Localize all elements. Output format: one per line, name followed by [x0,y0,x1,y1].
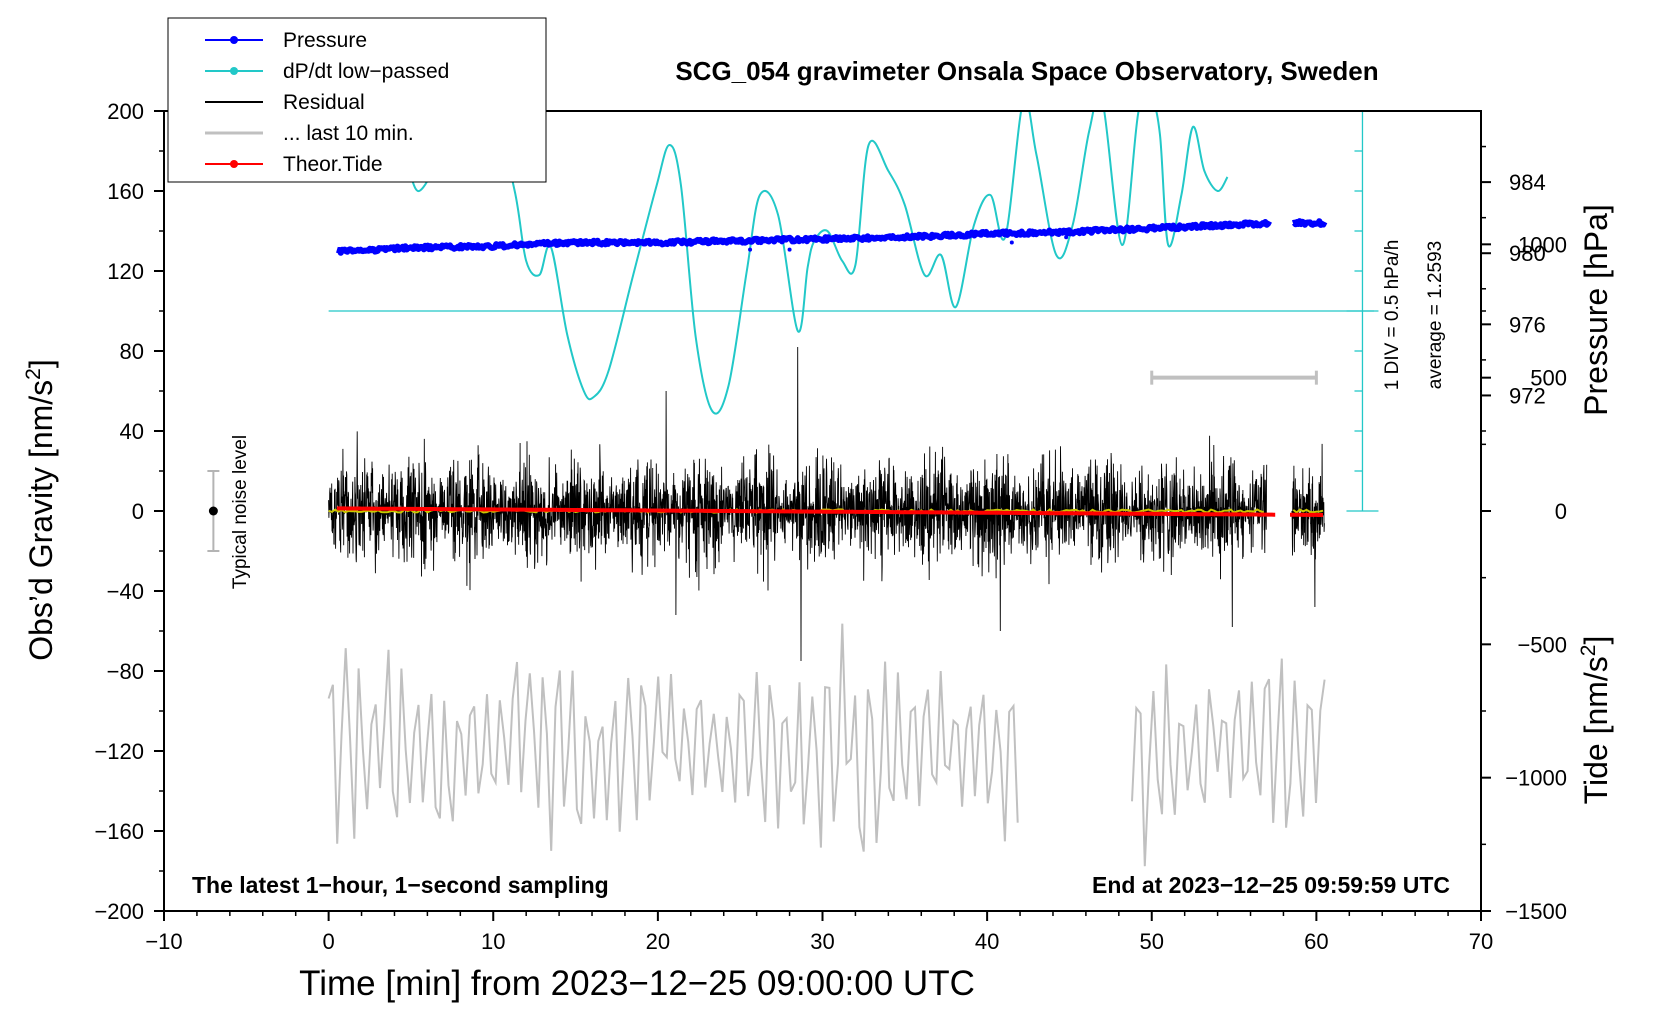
legend-entries: Pressure dP/dt low−passed Residual ... last… [205,29,449,176]
x-tick-label: 50 [1140,929,1164,954]
y-tide-tick-label: −1500 [1505,899,1567,924]
y-gravity-tick-label: 200 [107,99,144,124]
y-pressure-tick-label: 984 [1509,170,1546,195]
x-tick-label: 70 [1469,929,1493,954]
footer-sampling-note: The latest 1−hour, 1−second sampling [192,872,609,898]
legend-label: Residual [283,91,365,114]
y-pressure-tick-label: 976 [1509,312,1546,337]
y-gravity-tick-label: 40 [120,419,144,444]
y-gravity-tick-label: −80 [107,659,144,684]
dpdt-trace [409,111,1229,415]
pressure-outlier-point [787,247,792,252]
x-tick-label: 0 [323,929,335,954]
x-tick-label: 40 [975,929,999,954]
y-tide-tick-label: 1000 [1518,232,1567,257]
residual-trace [328,346,1325,662]
pressure-outlier-point [1009,240,1014,245]
axes-layer: −10 0 10 20 30 40 50 60 70 200 160 120 80 40 0 −40 −80 −1… [94,99,1567,954]
legend-label: Pressure [283,29,367,52]
pressure-outlier-point [748,247,753,252]
dpdt-average-label: average = 1.2593 [1425,241,1446,389]
legend-swatch-marker [230,160,238,168]
x-tick-label: −10 [145,929,182,954]
dpdt-scale-label: 1 DIV = 0.5 hPa/h [1382,240,1403,391]
y-tide-tick-label: −1000 [1505,766,1567,791]
y-gravity-tick-label: −120 [94,739,144,764]
pressure-trace [335,218,1328,256]
y-axis-title-gravity-close: ] [23,359,59,368]
noise-level-label: Typical noise level [230,435,251,589]
x-tick-label: 10 [481,929,505,954]
y-axis-title-tide-close: ] [1578,636,1614,645]
footer-end-time: End at 2023−12−25 09:59:59 UTC [1092,872,1450,898]
x-tick-label: 60 [1304,929,1328,954]
y-pressure-tick-label: 972 [1509,383,1546,408]
y-gravity-tick-label: 80 [120,339,144,364]
legend-box [167,17,547,183]
y-pressure-tick-label: 980 [1509,241,1546,266]
legend-swatch-marker [230,67,238,75]
y-axis-title-gravity: Obs’d Gravity [nm/s2] [22,359,59,661]
legend-swatch-marker [230,36,238,44]
legend-label: ... last 10 min. [283,122,414,145]
legend-label: Theor.Tide [283,153,383,176]
y-gravity-tick-label: 160 [107,179,144,204]
y-axis-title-tide-sup: 2 [1577,645,1600,657]
y-axis-title-gravity-main: Obs’d Gravity [nm/s [23,380,59,661]
y-tide-tick-label: 500 [1530,366,1567,391]
last-10min-trace-segment-0 [327,623,1019,852]
series-layer [207,110,1379,867]
y-axis-title-tide-main: Tide [nm/s [1578,656,1614,804]
y-tide-tick-label: 0 [1555,499,1567,524]
y-axis-title-tide: Tide [nm/s2] [1577,636,1614,805]
y-gravity-tick-label: −200 [94,899,144,924]
legend: Pressure dP/dt low−passed Residual ... last… [167,17,547,183]
theoretical-tide-trace [336,506,1323,517]
y-gravity-tick-label: 120 [107,259,144,284]
noise-bar-center-dot [208,506,218,516]
pressure-outlier-point [1064,235,1069,240]
last-10min-trace-segment-1 [1131,658,1326,867]
legend-label: dP/dt low−passed [283,60,449,83]
x-tick-label: 20 [646,929,670,954]
y-tide-tick-label: −500 [1517,632,1567,657]
y-axis-title-pressure: Pressure [hPa] [1578,204,1614,416]
y-gravity-tick-label: 0 [132,499,144,524]
y-axis-title-gravity-sup: 2 [22,368,45,380]
y-gravity-tick-label: −40 [107,579,144,604]
chart-title: SCG_054 gravimeter Onsala Space Observat… [675,56,1378,86]
x-axis-title: Time [min] from 2023−12−25 09:00:00 UTC [299,964,975,1003]
x-tick-label: 30 [810,929,834,954]
y-gravity-tick-label: −160 [94,819,144,844]
